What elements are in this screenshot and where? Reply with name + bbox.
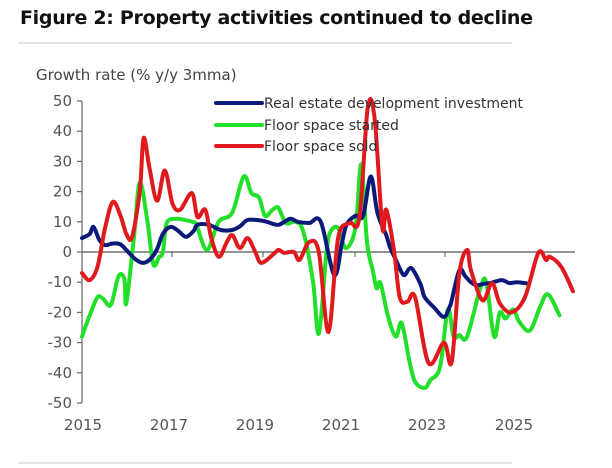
- series-line-floor-space-sold: [80, 96, 575, 367]
- x-tick-label: 2021: [322, 416, 360, 434]
- y-tick-label: 30: [53, 152, 72, 170]
- y-tick-label: 20: [53, 183, 72, 201]
- y-tick-label: 10: [53, 213, 72, 231]
- bottom-separator: [18, 462, 512, 464]
- y-tick-label: 50: [53, 92, 72, 110]
- x-tick-label: 2023: [408, 416, 446, 434]
- y-tick-label: -30: [48, 334, 73, 352]
- figure-title: Figure 2: Property activities continued …: [20, 7, 533, 29]
- title-separator: [18, 42, 512, 44]
- y-tick-label: -10: [48, 273, 73, 291]
- y-tick-label: -40: [48, 364, 73, 382]
- legend: Real estate development investment Floor …: [214, 96, 524, 155]
- x-tick-label: 2015: [64, 416, 102, 434]
- y-tick-label: 40: [53, 122, 72, 140]
- y-tick-label: 0: [62, 243, 72, 261]
- y-tick-label: -20: [48, 303, 73, 321]
- axes: 50 40 30 20 10 0 -10 -20 -30 -40 -50 2015 2017 2019 20…: [48, 92, 575, 434]
- y-axis-label: Growth rate (% y/y 3mma): [36, 66, 237, 84]
- x-tick-label: 2025: [495, 416, 533, 434]
- series-layer: [80, 96, 575, 390]
- x-tick-label: 2017: [150, 416, 188, 434]
- legend-label-floor-space-started: Floor space started: [264, 118, 399, 134]
- series-line-real-estate-development-investment: [80, 174, 531, 319]
- y-tick-label: -50: [48, 394, 73, 412]
- legend-label-floor-space-sold: Floor space sold: [264, 139, 377, 155]
- x-tick-label: 2019: [236, 416, 274, 434]
- legend-label-real-estate-development-investment: Real estate development investment: [264, 96, 524, 112]
